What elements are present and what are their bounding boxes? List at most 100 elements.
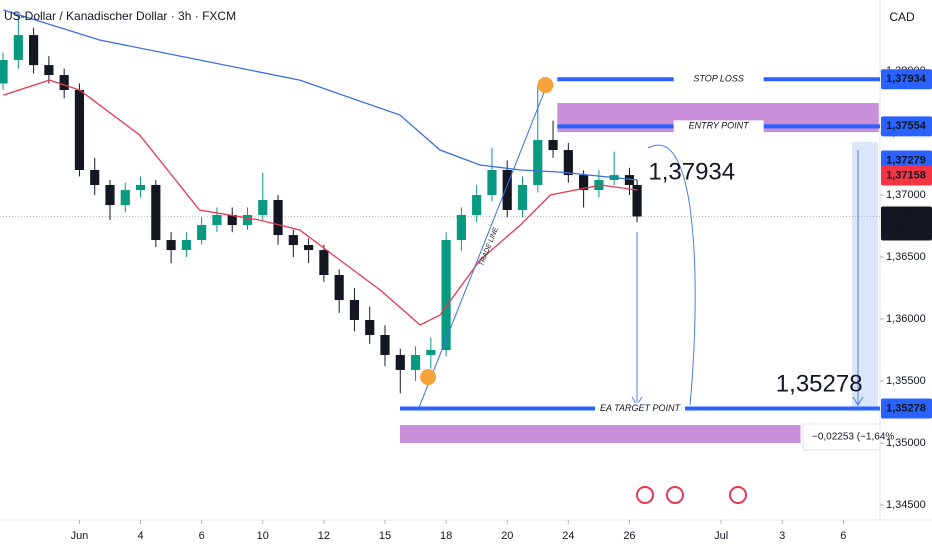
pivot-marker xyxy=(537,77,554,94)
y-tick-label: 1,35000 xyxy=(886,437,926,449)
price-badge-label: 1,37158 xyxy=(886,169,926,181)
x-tick-label: 10 xyxy=(257,530,269,542)
range-shade xyxy=(852,142,878,410)
currency-label: CAD xyxy=(889,10,915,24)
plot-background-layer xyxy=(0,103,880,444)
candle-body xyxy=(29,35,39,66)
x-tick-label: 4 xyxy=(137,530,143,542)
x-tick-label: 15 xyxy=(379,530,391,542)
candle-body xyxy=(0,60,8,84)
candle-body xyxy=(90,169,100,185)
candle-body xyxy=(197,225,207,241)
x-tick-label: 18 xyxy=(440,530,452,542)
candle-body xyxy=(579,175,589,191)
candle-body xyxy=(563,150,573,176)
candle-body xyxy=(288,235,298,245)
candle-body xyxy=(548,139,558,151)
y-tick-label: 1,37000 xyxy=(886,189,926,201)
candle-body xyxy=(74,90,85,170)
candle-body xyxy=(242,214,253,226)
last-price-label: 1,36827 xyxy=(886,210,926,222)
annotation: 1,35278 xyxy=(776,370,863,397)
y-tick-label: 1,36500 xyxy=(886,251,926,263)
candle-body xyxy=(365,320,375,336)
price-badge-label: 1,37279 xyxy=(886,154,926,166)
plot-layer xyxy=(0,9,642,394)
candle-body xyxy=(166,240,176,251)
annotation: 1,37934 xyxy=(648,158,735,185)
candle-body xyxy=(426,350,436,355)
candle-body xyxy=(319,250,329,276)
ma-line xyxy=(3,79,638,326)
zone xyxy=(399,425,801,444)
x-tick-label: Jun xyxy=(71,530,89,542)
y-tick-label: 1,36000 xyxy=(886,313,926,325)
candle-body xyxy=(517,184,528,211)
candle-body xyxy=(380,335,390,355)
level-label: STOP LOSS xyxy=(693,74,744,84)
event-flags xyxy=(636,486,747,504)
candle-body xyxy=(258,199,268,215)
candle-body xyxy=(624,175,635,185)
last-price-badge xyxy=(881,206,932,241)
candle-body xyxy=(120,190,130,206)
arrow-down xyxy=(852,150,864,406)
price-badge xyxy=(881,398,932,419)
candle-body xyxy=(410,354,421,370)
price-badge-label: 1,37554 xyxy=(886,120,927,132)
measurement-box xyxy=(802,423,881,451)
candle-body xyxy=(487,169,497,196)
candle-body xyxy=(135,184,146,191)
y-tick-label: 1,35500 xyxy=(886,375,926,387)
candle-body xyxy=(181,240,191,251)
measurement-label: −0,02253 (−1,64% xyxy=(812,432,894,443)
candle-body xyxy=(227,214,237,226)
price-badge-label: 1,37934 xyxy=(886,73,927,85)
level-label-bg xyxy=(673,120,764,133)
price-badge xyxy=(881,165,932,186)
x-tick-label: 20 xyxy=(501,530,513,542)
ma-line xyxy=(3,9,638,181)
candle-body xyxy=(472,195,482,215)
x-tick-label: 6 xyxy=(840,530,846,542)
candle-body xyxy=(273,199,283,236)
countdown: 26:13 xyxy=(892,225,920,237)
candle-body xyxy=(151,184,161,241)
candle-body xyxy=(533,139,543,185)
candle-body xyxy=(456,214,466,241)
x-tick-label: 3 xyxy=(779,530,785,542)
candle-body xyxy=(212,214,222,226)
event-flag xyxy=(636,486,654,504)
level-label: EA TARGET POINT xyxy=(600,403,682,413)
candle-body xyxy=(395,354,405,370)
level-label: ENTRY POINT xyxy=(689,121,751,131)
candle-body xyxy=(334,275,344,301)
curve-arrow xyxy=(647,144,696,406)
candle-body xyxy=(502,169,512,211)
level-label-bg xyxy=(673,73,764,86)
trade-line xyxy=(418,84,548,409)
x-tick-label: 6 xyxy=(199,530,205,542)
level-label-bg xyxy=(594,402,685,415)
price-badge xyxy=(881,116,932,137)
candle-body xyxy=(13,35,23,61)
candle-body xyxy=(632,184,642,217)
x-tick-label: 26 xyxy=(623,530,635,542)
price-badge xyxy=(881,150,932,171)
price-badge xyxy=(881,69,932,90)
event-flag xyxy=(666,486,684,504)
price-badge-label: 1,35278 xyxy=(886,402,926,414)
x-tick-label: Jul xyxy=(714,530,728,542)
candle-body xyxy=(44,65,54,76)
event-flag xyxy=(729,486,747,504)
pivot-marker xyxy=(420,369,437,386)
x-tick-label: 24 xyxy=(562,530,574,542)
candle-body xyxy=(349,300,360,321)
x-tick-label: 12 xyxy=(318,530,330,542)
chart-title: US-Dollar / Kanadischer Dollar · 3h · FX… xyxy=(4,9,236,23)
candle-body xyxy=(105,184,115,206)
candle-body xyxy=(59,75,69,91)
